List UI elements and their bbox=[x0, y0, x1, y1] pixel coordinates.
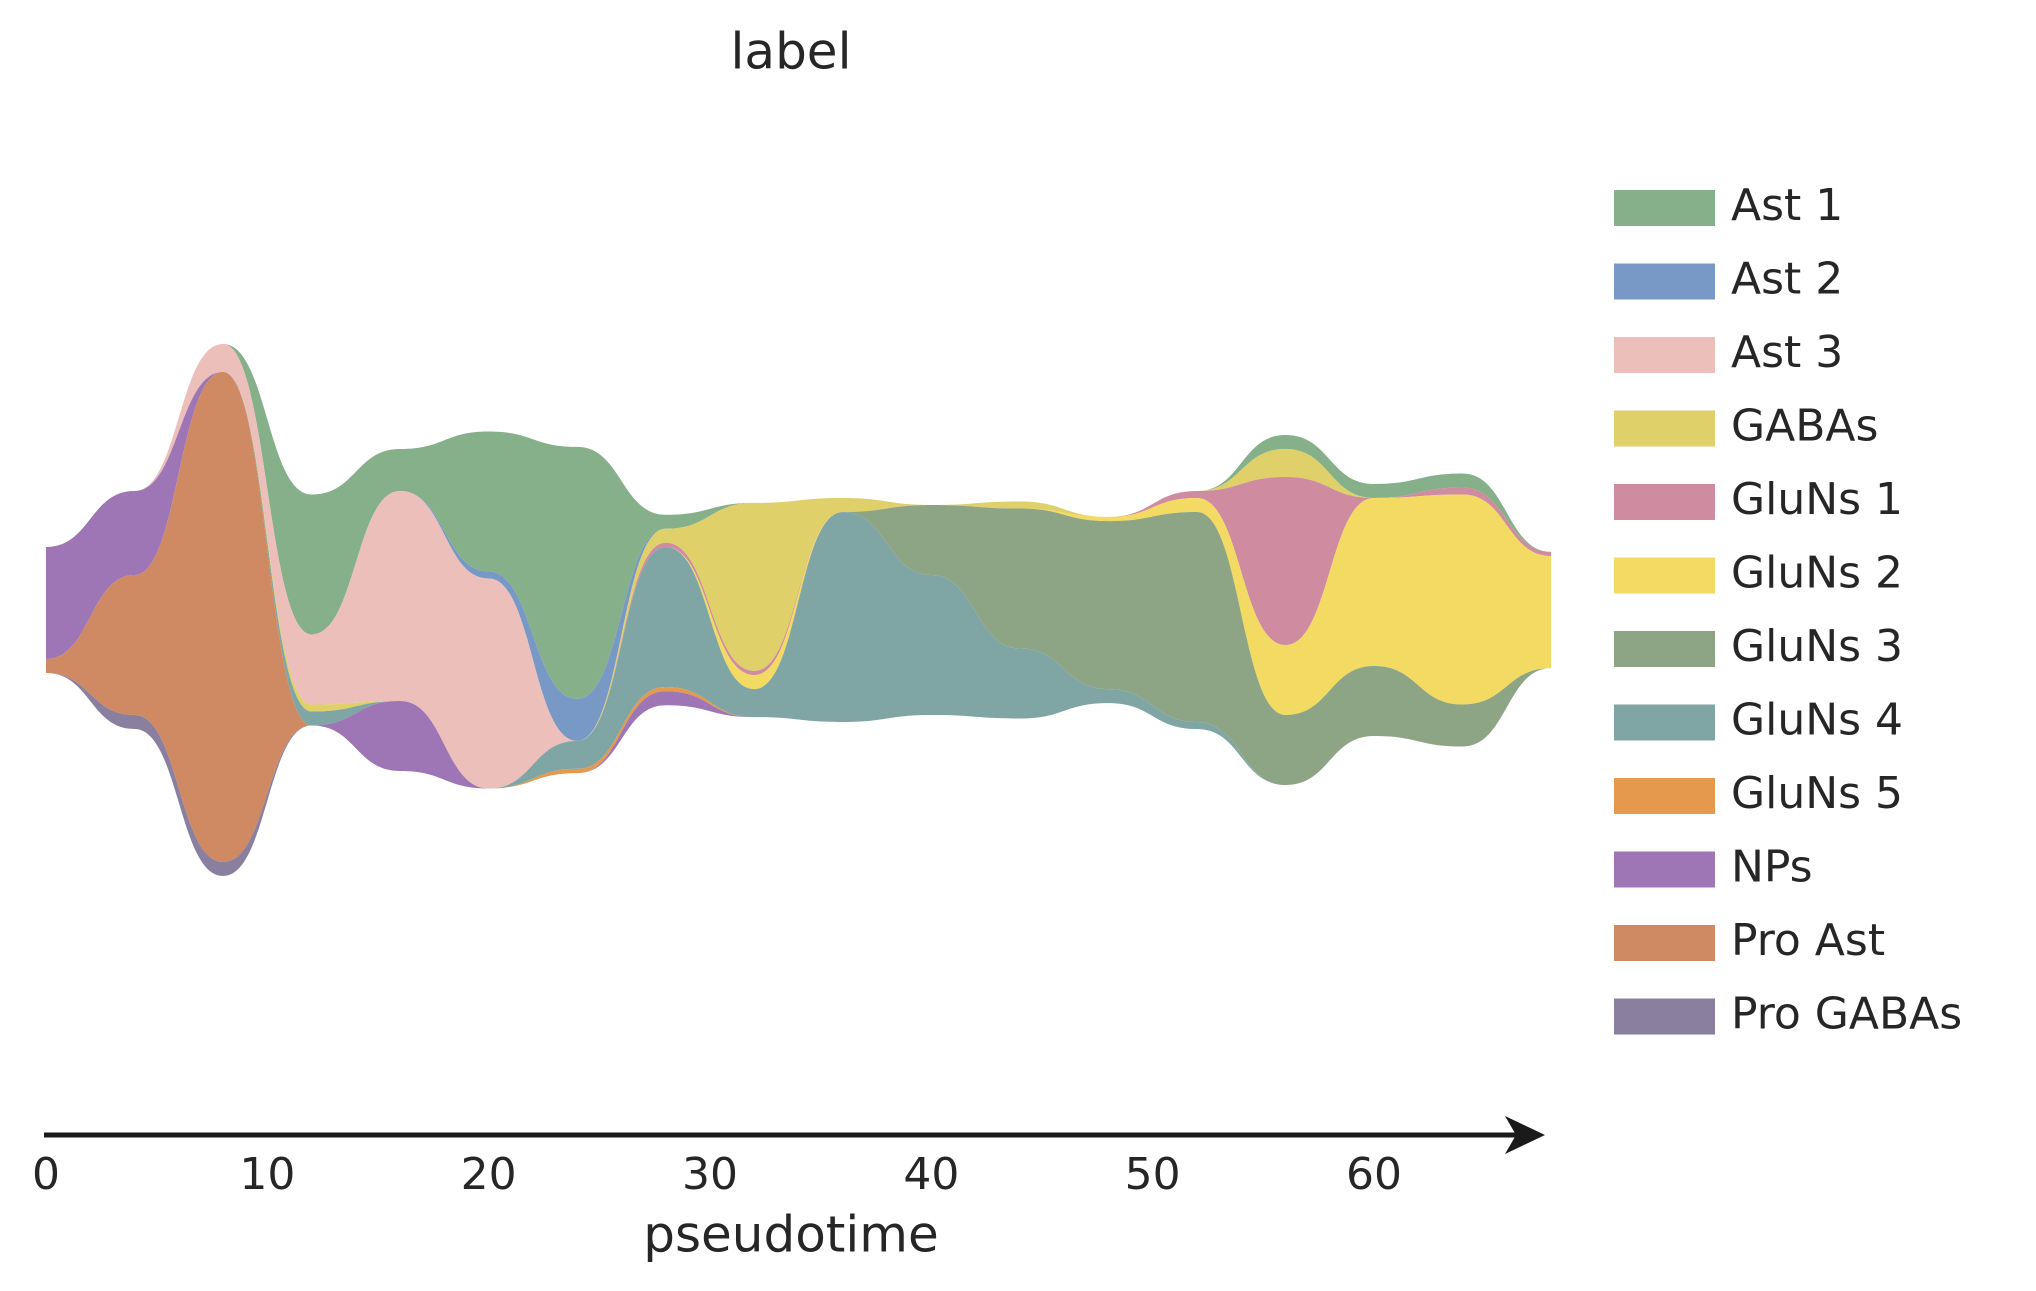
x-tick-label: 10 bbox=[239, 1149, 295, 1200]
legend-swatch bbox=[1614, 557, 1715, 594]
stream-area bbox=[46, 372, 1552, 862]
x-tick-label: 30 bbox=[682, 1149, 738, 1200]
legend-label: Ast 3 bbox=[1731, 327, 1843, 378]
legend-swatch bbox=[1614, 925, 1715, 961]
legend-label: GluNs 5 bbox=[1731, 768, 1903, 819]
legend-swatch bbox=[1614, 704, 1715, 741]
streams bbox=[46, 344, 1552, 876]
x-tick-label: 50 bbox=[1125, 1149, 1181, 1200]
legend-label: GluNs 1 bbox=[1731, 474, 1903, 525]
stream-area bbox=[46, 344, 1552, 789]
x-tick-label: 20 bbox=[461, 1149, 517, 1200]
legend-swatch bbox=[1614, 190, 1715, 226]
axis-arrow bbox=[1505, 1116, 1545, 1154]
legend-swatch bbox=[1614, 337, 1715, 373]
stream-area bbox=[46, 372, 1552, 789]
x-tick-label: 40 bbox=[903, 1149, 959, 1200]
legend-label: GluNs 3 bbox=[1731, 621, 1903, 672]
stream-area bbox=[46, 344, 1552, 699]
legend-swatch bbox=[1614, 263, 1715, 300]
legend-swatch bbox=[1614, 851, 1715, 888]
stream-area bbox=[46, 372, 1552, 789]
legend-label: GluNs 4 bbox=[1731, 695, 1903, 746]
legend-label: Ast 2 bbox=[1731, 254, 1843, 305]
stream-area bbox=[46, 372, 1552, 789]
legend-label: NPs bbox=[1731, 842, 1813, 893]
legend-label: GABAs bbox=[1731, 401, 1878, 452]
legend-swatch bbox=[1614, 631, 1715, 667]
legend-label: Pro Ast bbox=[1731, 915, 1885, 966]
x-axis-label: pseudotime bbox=[643, 1206, 939, 1264]
legend-swatch bbox=[1614, 778, 1715, 814]
legend-swatch bbox=[1614, 998, 1715, 1035]
chart-title: label bbox=[731, 23, 852, 81]
legend-label: Ast 1 bbox=[1731, 180, 1843, 231]
stream-area bbox=[46, 372, 1552, 789]
x-tick-label: 0 bbox=[32, 1149, 60, 1200]
legend-label: GluNs 2 bbox=[1731, 548, 1903, 599]
legend-swatch bbox=[1614, 484, 1715, 520]
legend-swatch bbox=[1614, 410, 1715, 447]
legend: Ast 1 Ast 2 Ast 3 GABAs GluNs 1 GluNs 2 GluNs … bbox=[1614, 180, 1962, 1040]
x-tick-label: 60 bbox=[1346, 1149, 1402, 1200]
legend-label: Pro GABAs bbox=[1731, 989, 1962, 1040]
